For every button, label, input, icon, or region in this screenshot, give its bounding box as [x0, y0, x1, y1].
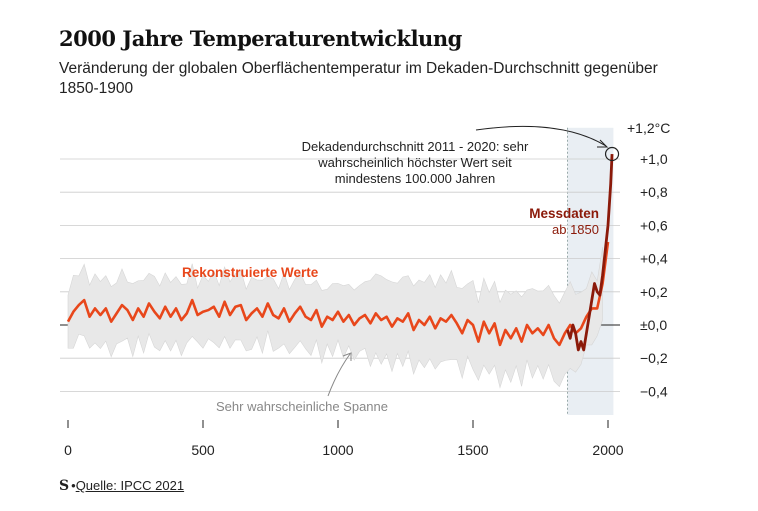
- y-tick-label: +0,6: [640, 217, 668, 233]
- source-line: S •Quelle: IPCC 2021: [59, 478, 184, 494]
- measurement-period-shade: [567, 127, 614, 416]
- annotation-arrow: [475, 125, 607, 147]
- x-tick-label: 500: [191, 442, 215, 458]
- y-tick-label: +1,2°C: [627, 120, 670, 136]
- bullet-icon: •: [71, 478, 76, 493]
- y-tick-label: +0,2: [640, 284, 668, 300]
- source-label[interactable]: Quelle: IPCC 2021: [75, 478, 185, 493]
- x-tick-label: 2000: [592, 442, 623, 458]
- annotation-text: Dekadendurchschnitt 2011 - 2020: sehr: [302, 139, 529, 154]
- range-label: Sehr wahrscheinliche Spanne: [216, 399, 388, 414]
- y-tick-label: +0,4: [640, 251, 668, 267]
- y-tick-label: −0,2: [640, 350, 668, 366]
- reconstructed-label: Rekonstruierte Werte: [182, 265, 319, 280]
- measured-sub-label: ab 1850: [552, 222, 599, 237]
- x-tick-label: 1500: [457, 442, 488, 458]
- chart-subtitle: Veränderung der globalen Oberflächentemp…: [59, 60, 658, 97]
- range-arrowhead: [342, 352, 352, 361]
- highlight-circle: [604, 146, 620, 162]
- y-tick-label: ±0,0: [640, 317, 667, 333]
- x-tick-label: 0: [64, 442, 72, 458]
- measured-line: [566, 153, 614, 352]
- y-tick-label: +1,0: [640, 151, 668, 167]
- annotation-text: wahrscheinlich höchster Wert seit: [317, 155, 512, 170]
- x-tick-label: 1000: [322, 442, 353, 458]
- annotation-arrowhead: [597, 139, 609, 148]
- y-tick-label: +0,8: [640, 184, 668, 200]
- measured-label: Messdaten: [529, 206, 599, 221]
- annotation-text: mindestens 100.000 Jahren: [335, 171, 495, 186]
- y-tick-label: −0,4: [640, 383, 668, 399]
- reconstructed-line: [66, 241, 610, 347]
- range-arrow: [327, 353, 351, 397]
- spiegel-logo: S: [59, 478, 70, 494]
- chart-title: 2000 Jahre Temperaturentwicklung: [59, 26, 462, 51]
